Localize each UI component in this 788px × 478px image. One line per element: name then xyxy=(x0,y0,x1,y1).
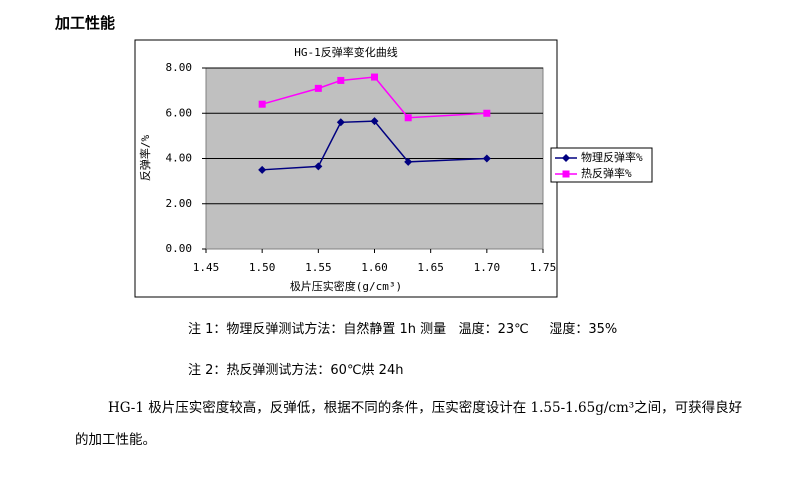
marker xyxy=(370,117,379,126)
marker xyxy=(483,109,491,117)
x-tick-label: 1.65 xyxy=(417,261,444,274)
marker xyxy=(404,157,413,166)
marker xyxy=(314,84,322,92)
marker xyxy=(336,118,345,127)
y-axis-label: 反弹率/% xyxy=(138,135,152,182)
chart-title: HG-1反弹率变化曲线 xyxy=(294,45,398,59)
paragraph: HG-1 极片压实密度较高，反弹低，根据不同的条件，压实密度设计在 1.55-1… xyxy=(75,400,743,448)
marker xyxy=(562,154,570,162)
marker xyxy=(258,165,267,174)
x-axis-label: 极片压实密度(g/cm³) xyxy=(290,279,402,293)
marker xyxy=(258,100,266,108)
heading: 加工性能 xyxy=(55,14,116,32)
legend-label: 热反弹率% xyxy=(581,166,632,180)
chart: HG-1反弹率变化曲线 极片压实密度(g/cm³) 反弹率/% 0.00 2.00… xyxy=(134,39,653,298)
legend-label: 物理反弹率% xyxy=(581,150,643,164)
y-tick-label: 2.00 xyxy=(166,197,193,210)
x-tick-label: 1.50 xyxy=(249,261,276,274)
x-tick-label: 1.45 xyxy=(193,261,220,274)
y-tick-label: 0.00 xyxy=(166,242,193,255)
marker xyxy=(314,162,323,171)
note: 注 1：物理反弹测试方法：自然静置 1h 测量 温度：23℃ 湿度：35% xyxy=(188,322,618,337)
y-tick-label: 6.00 xyxy=(166,106,193,119)
marker xyxy=(562,170,570,178)
x-tick-label: 1.75 xyxy=(530,261,557,274)
series-line xyxy=(262,120,487,171)
note: 注 2：热反弹测试方法：60℃烘 24h xyxy=(188,363,404,378)
marker xyxy=(337,76,345,84)
marker xyxy=(404,114,412,122)
y-tick-label: 4.00 xyxy=(166,152,193,165)
marker xyxy=(371,73,378,81)
y-tick-label: 8.00 xyxy=(166,61,193,74)
marker xyxy=(482,154,491,163)
x-tick-label: 1.60 xyxy=(361,261,388,274)
x-tick-label: 1.70 xyxy=(474,261,501,274)
x-tick-label: 1.55 xyxy=(305,261,332,274)
series-line xyxy=(261,76,487,119)
